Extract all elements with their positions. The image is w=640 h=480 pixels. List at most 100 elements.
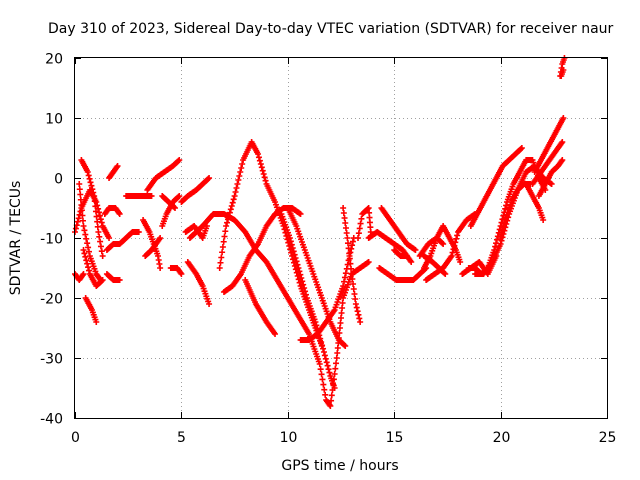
data-point <box>548 181 555 187</box>
data-point <box>78 207 85 214</box>
series-arc-06 <box>80 247 106 289</box>
data-point <box>206 175 213 181</box>
data-point <box>172 205 179 211</box>
series-arc-15 <box>159 193 179 211</box>
data-point <box>341 278 348 285</box>
data-point <box>85 244 92 251</box>
data-point <box>97 238 104 245</box>
data-point <box>345 245 352 252</box>
data-point <box>328 392 335 399</box>
data-point <box>206 301 213 307</box>
data-point <box>320 345 327 352</box>
x-tick-label: 20 <box>493 430 511 446</box>
data-point <box>317 366 324 373</box>
data-point <box>221 233 228 240</box>
series-arc-25 <box>278 211 338 391</box>
data-point <box>82 231 89 238</box>
data-point <box>157 265 164 271</box>
data-point <box>95 229 102 235</box>
data-point <box>499 227 506 234</box>
series-arc-48 <box>558 67 567 79</box>
data-point <box>354 308 361 315</box>
data-point <box>98 219 105 226</box>
data-point <box>232 189 239 195</box>
x-axis: 0 5 10 15 20 25 <box>71 58 616 446</box>
data-point <box>81 250 88 257</box>
data-point <box>76 181 83 187</box>
series-arc-13 <box>142 235 164 259</box>
series-arc-12 <box>140 217 164 271</box>
data-point <box>497 241 504 247</box>
data-point <box>220 238 227 245</box>
data-point <box>84 240 91 247</box>
data-point <box>497 235 504 241</box>
series-arc-08 <box>103 271 123 283</box>
data-point <box>440 241 447 247</box>
data-point <box>176 157 183 163</box>
data-point <box>90 189 97 196</box>
data-point <box>357 220 364 227</box>
x-tick-label: 5 <box>177 430 186 446</box>
data-point <box>83 257 90 264</box>
data-point <box>260 171 267 177</box>
data-point <box>502 205 509 212</box>
data-point <box>452 239 459 246</box>
grid <box>75 58 607 418</box>
series-arc-05 <box>82 295 100 325</box>
data-point <box>321 386 328 393</box>
data-point <box>84 260 91 267</box>
data-point <box>92 203 99 210</box>
x-tick-label: 0 <box>71 430 80 446</box>
plot-frame <box>74 57 608 419</box>
data-point <box>97 243 104 250</box>
data-point <box>92 208 99 215</box>
data-point <box>332 365 339 372</box>
data-point <box>286 235 293 241</box>
data-point <box>326 369 333 376</box>
series-arc-41 <box>467 145 525 229</box>
data-point <box>85 267 92 274</box>
data-point <box>403 253 410 259</box>
data-point <box>78 202 85 208</box>
data-point <box>80 247 87 253</box>
data-point <box>346 255 353 262</box>
data-point <box>229 199 236 206</box>
data-point <box>97 216 104 223</box>
data-point <box>356 225 363 232</box>
data-point <box>116 211 123 217</box>
data-point <box>290 248 297 255</box>
data-point <box>114 163 121 169</box>
data-point <box>559 139 566 145</box>
data-point <box>540 217 547 223</box>
data-point <box>116 277 123 283</box>
data-point <box>99 277 106 283</box>
data-point <box>347 260 354 267</box>
data-point <box>355 235 362 241</box>
data-point <box>257 161 264 167</box>
data-point <box>77 196 84 203</box>
data-point <box>77 191 84 198</box>
data-point <box>319 376 326 383</box>
data-point <box>348 265 355 272</box>
data-point <box>560 67 567 73</box>
data-point <box>85 172 92 179</box>
data-point <box>175 157 182 164</box>
data-point <box>299 278 306 285</box>
data-point <box>331 385 338 391</box>
y-tick-label: -40 <box>40 412 63 428</box>
data-point <box>91 198 98 205</box>
data-point <box>320 381 327 388</box>
data-point <box>216 265 223 271</box>
series-arc-10 <box>106 163 121 181</box>
data-point <box>82 253 89 260</box>
data-point <box>87 179 94 186</box>
series-arc-20 <box>184 259 213 307</box>
data-point <box>93 213 100 220</box>
series-arc-43 <box>523 181 547 223</box>
data-point <box>327 403 334 409</box>
data-point <box>355 230 362 237</box>
data-point <box>442 271 449 277</box>
data-point <box>178 271 185 277</box>
data-point <box>86 175 93 182</box>
data-point <box>288 241 295 248</box>
